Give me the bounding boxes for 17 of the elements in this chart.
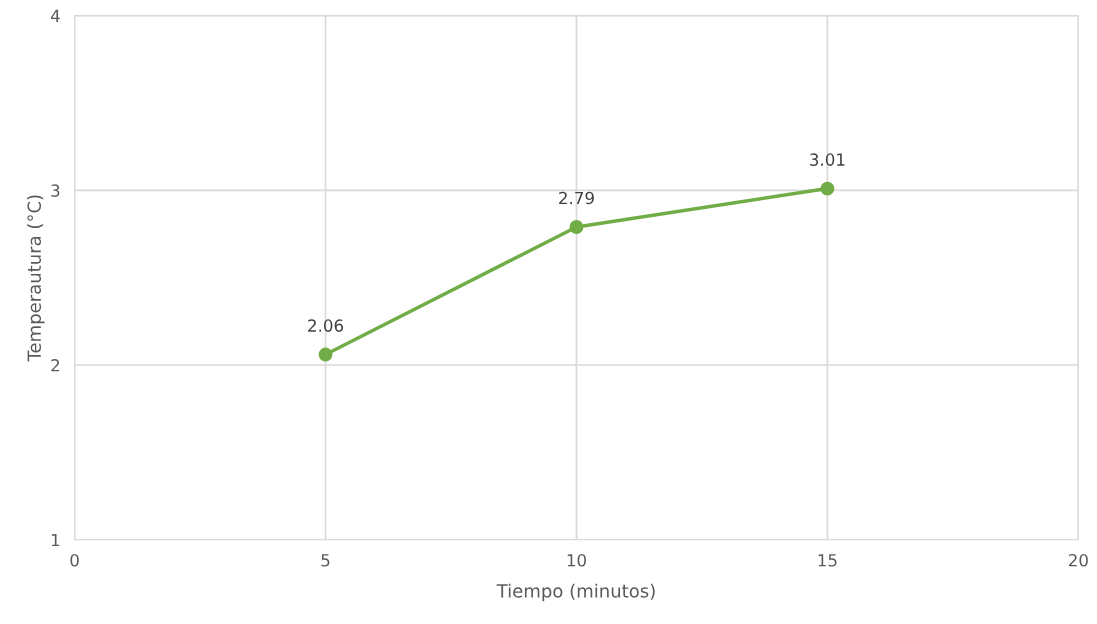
y-tick-label: 1: [51, 533, 60, 547]
data-label: 3.01: [810, 153, 845, 166]
point: [569, 220, 584, 234]
data-label: 2.79: [559, 191, 594, 205]
point: [820, 181, 835, 196]
y-tick-label: 3: [51, 184, 60, 197]
x-tick-label: 20: [1068, 553, 1088, 567]
y-tick-label: 4: [50, 9, 60, 22]
x-tick-label: 5: [321, 554, 330, 567]
y-axis-title: Temperautura (°C): [27, 195, 45, 362]
x-tick-label: 15: [818, 554, 837, 567]
x-tick-label: 10: [567, 553, 586, 567]
x-axis-title: Tiempo (minutos): [496, 583, 655, 602]
y-tick-label: 2: [51, 359, 60, 372]
data-label: 2.06: [308, 319, 344, 332]
x-tick-label: 0: [70, 553, 79, 567]
point: [318, 347, 333, 362]
